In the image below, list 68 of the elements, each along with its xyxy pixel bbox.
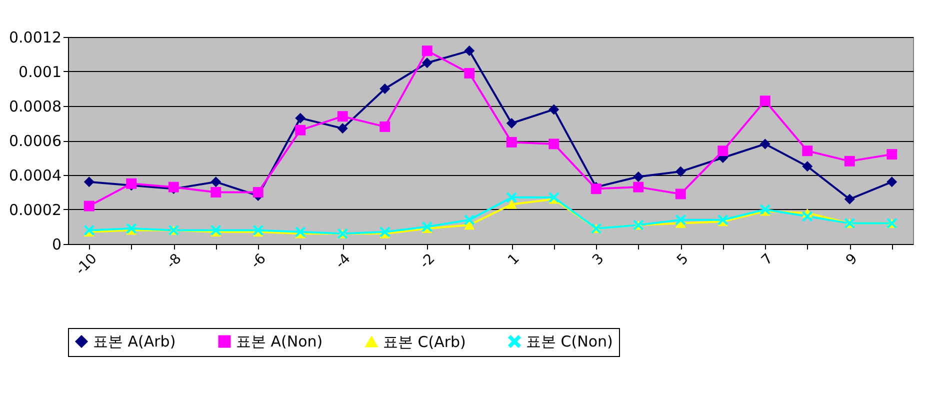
point <box>126 223 137 234</box>
point <box>844 194 855 204</box>
point <box>252 224 264 236</box>
x-tick-label: -10 <box>72 250 100 278</box>
point <box>802 161 813 172</box>
point <box>210 187 222 198</box>
x-tick-label: -8 <box>164 250 185 272</box>
legend-label: 표본 C(Arb) <box>383 332 466 351</box>
point <box>380 226 390 238</box>
x-tick-label: 9 <box>843 250 861 268</box>
point <box>380 121 390 132</box>
x-tick-label: 1 <box>505 250 523 268</box>
y-tick-label: 0.0004 <box>9 166 62 184</box>
y-tick-label: 0 <box>52 236 62 254</box>
point <box>675 166 686 177</box>
point <box>464 46 475 56</box>
point <box>506 118 517 128</box>
point <box>337 123 348 134</box>
point <box>295 124 306 136</box>
point <box>464 214 475 226</box>
point <box>506 136 517 148</box>
y-tick-label: 0.0012 <box>9 28 62 46</box>
y-tick-label: 0.001 <box>18 63 62 81</box>
legend-label: 표본 C(Non) <box>526 332 613 351</box>
point <box>718 214 728 226</box>
y-tick-label: 0.0002 <box>9 201 62 219</box>
legend-label: 표본 A(Arb) <box>93 332 176 351</box>
point <box>633 182 644 192</box>
point <box>760 204 770 215</box>
point <box>718 146 728 156</box>
point <box>464 220 475 230</box>
point <box>337 111 348 122</box>
point <box>380 84 390 94</box>
x-tick-label: -2 <box>417 250 438 272</box>
y-tick-label: 0.0006 <box>9 132 62 150</box>
point <box>506 200 517 209</box>
point <box>210 176 222 188</box>
point <box>464 68 475 78</box>
point <box>675 188 686 200</box>
point <box>548 192 560 203</box>
point <box>210 224 222 236</box>
point <box>886 149 898 160</box>
y-tick-label: 0.0008 <box>9 98 62 116</box>
point <box>548 138 560 150</box>
x-tick-label: 5 <box>674 250 692 268</box>
point <box>295 112 306 124</box>
point <box>422 46 432 56</box>
point <box>802 211 813 222</box>
point <box>760 96 770 106</box>
point <box>84 224 94 236</box>
point <box>295 226 306 238</box>
point <box>252 187 264 198</box>
point <box>84 176 94 188</box>
x-tick-label: 3 <box>590 250 608 268</box>
point <box>886 176 898 188</box>
legend-label: 표본 A(Non) <box>236 332 323 351</box>
point <box>675 214 686 226</box>
point <box>760 138 770 150</box>
x-tick-label: -6 <box>248 250 270 272</box>
point <box>422 58 432 68</box>
point <box>548 104 560 115</box>
x-tick-label: 7 <box>758 250 776 268</box>
point <box>802 146 813 156</box>
point <box>506 192 517 203</box>
point <box>844 156 855 166</box>
point <box>633 171 644 182</box>
x-tick-label: -4 <box>332 250 354 272</box>
point <box>84 200 94 212</box>
